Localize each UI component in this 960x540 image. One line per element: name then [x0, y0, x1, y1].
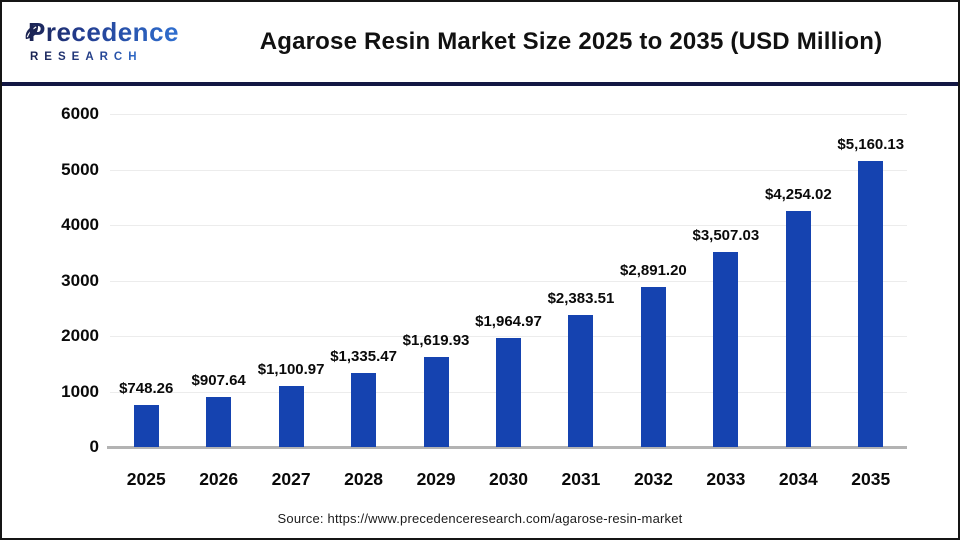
x-axis-tick-label: 2035: [851, 469, 891, 489]
bar-value-label: $907.64: [191, 371, 246, 389]
y-axis-tick-label: 5000: [61, 159, 99, 179]
bar-2026: [206, 396, 232, 447]
logo-wordmark: Precedence: [28, 17, 179, 48]
bar-value-label: $748.26: [119, 380, 174, 398]
bar-2028: [351, 372, 377, 447]
x-axis-tick-label: 2032: [633, 469, 673, 489]
bar-value-label: $2,383.51: [547, 289, 615, 307]
y-axis-tick-label: 2000: [61, 326, 99, 345]
x-axis-tick-label: 2026: [199, 469, 239, 489]
bar-2031: [568, 314, 594, 447]
header: Precedence RESEARCH Agarose Resin Market…: [2, 2, 958, 82]
bar-2027: [278, 385, 304, 447]
y-axis-tick-label: 3000: [61, 270, 99, 290]
gridline: [110, 169, 907, 171]
header-divider: [2, 82, 958, 86]
x-axis-tick-label: 2029: [416, 469, 456, 489]
logo-subtitle: RESEARCH: [30, 50, 143, 63]
bar-2035: [858, 160, 884, 447]
y-axis-tick-label: 4000: [61, 215, 99, 234]
x-axis-tick-label: 2034: [778, 469, 818, 489]
bar-value-label: $1,100.97: [257, 360, 325, 378]
y-axis-tick-label: 1000: [61, 381, 99, 401]
x-axis-tick-label: 2025: [126, 469, 166, 489]
bar-value-label: $2,891.20: [620, 261, 687, 279]
bar-value-label: $5,160.13: [837, 135, 905, 153]
x-axis-baseline: [107, 446, 907, 449]
chart-title: Agarose Resin Market Size 2025 to 2035 (…: [259, 28, 883, 55]
bar-value-label: $1,619.93: [402, 332, 470, 350]
y-axis-tick-label: 0: [89, 437, 99, 456]
x-axis-tick-label: 2031: [561, 469, 601, 489]
bar-value-label: $1,335.47: [330, 347, 397, 365]
gridline: [110, 225, 907, 226]
x-axis-tick-label: 2033: [706, 469, 746, 489]
x-axis-tick-label: 2027: [271, 469, 311, 489]
precedence-research-logo: Precedence RESEARCH: [2, 19, 202, 64]
bar-2029: [423, 357, 449, 447]
bar-2032: [640, 286, 666, 447]
y-axis-tick-label: 6000: [61, 104, 99, 123]
bar-value-label: $3,507.03: [692, 227, 760, 245]
gridline: [110, 280, 907, 282]
gridline: [110, 336, 907, 337]
bar-2025: [133, 405, 159, 447]
bar-value-label: $4,254.02: [764, 185, 832, 203]
source-attribution: Source: https://www.precedenceresearch.c…: [277, 511, 683, 526]
bar-value-label: $1,964.97: [475, 312, 542, 330]
x-axis-tick-label: 2028: [344, 469, 384, 489]
bar-2034: [785, 210, 811, 447]
gridline: [110, 114, 907, 115]
bar-2033: [713, 252, 739, 447]
bar-2030: [496, 337, 521, 447]
x-axis-tick-label: 2030: [489, 469, 528, 489]
